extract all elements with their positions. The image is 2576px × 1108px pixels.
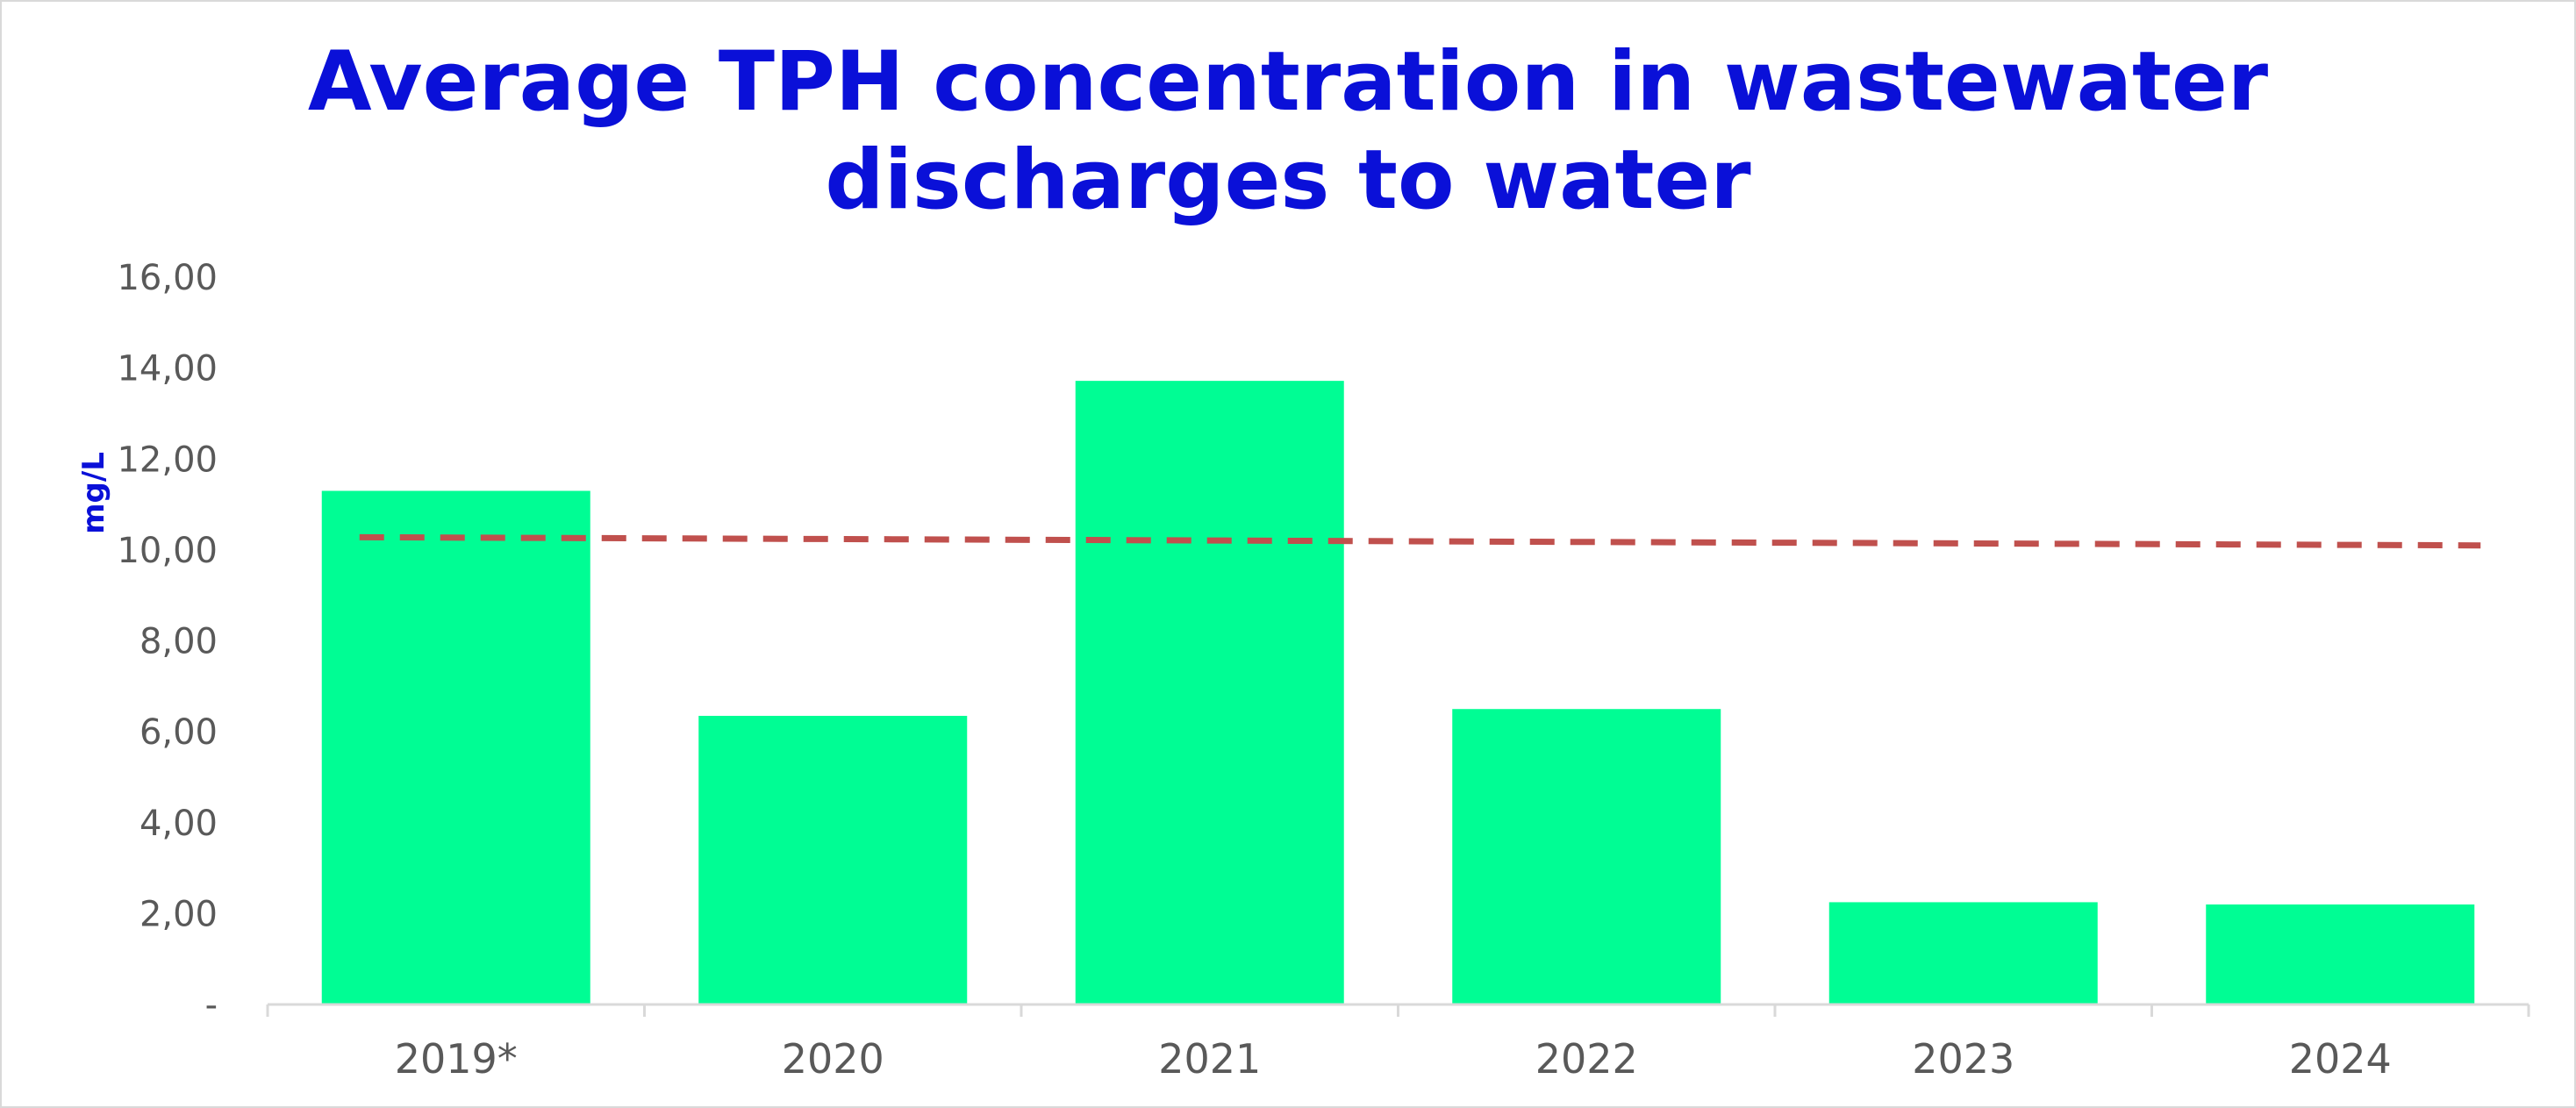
y-tick-label: 6,00	[140, 712, 218, 753]
x-tick-label: 2023	[1912, 1035, 2014, 1083]
x-tick-label: 2021	[1158, 1035, 1261, 1083]
y-tick-label: 14,00	[117, 349, 218, 390]
y-tick-label: 8,00	[140, 622, 218, 662]
chart-title: Average TPH concentration in wastewater …	[0, 33, 2576, 230]
y-tick-label: 16,00	[117, 258, 218, 298]
trendline	[359, 533, 2481, 549]
x-tick-label: 2024	[2289, 1035, 2392, 1083]
x-tick-label: 2022	[1535, 1035, 1638, 1083]
y-tick-label: 4,00	[140, 804, 218, 844]
y-tick-label: 12,00	[117, 440, 218, 480]
y-axis: - 2,00 4,00 6,00 8,00 10,00 12,00 14,00 16,00	[117, 258, 218, 1026]
bar	[698, 715, 968, 1004]
y-axis-title: mg/L	[76, 452, 111, 534]
bar	[2206, 904, 2475, 1004]
x-axis: 2019* 2020 2021 2022 2023 2024	[266, 1003, 2530, 1083]
y-tick-label: -	[205, 985, 218, 1026]
y-tick-label: 2,00	[140, 894, 218, 934]
chart-title-line-2: discharges to water	[825, 132, 1751, 228]
chart-title-line-1: Average TPH concentration in wastewater	[307, 34, 2269, 130]
bar	[1828, 902, 2098, 1004]
y-tick-label: 10,00	[117, 531, 218, 571]
bar	[1452, 709, 1721, 1004]
bar-series	[321, 381, 2475, 1004]
bar	[1075, 381, 1344, 1004]
x-tick-label: 2019*	[395, 1035, 518, 1083]
trendline-line	[359, 533, 2481, 549]
bar	[321, 490, 590, 1004]
x-tick-label: 2020	[782, 1035, 884, 1083]
